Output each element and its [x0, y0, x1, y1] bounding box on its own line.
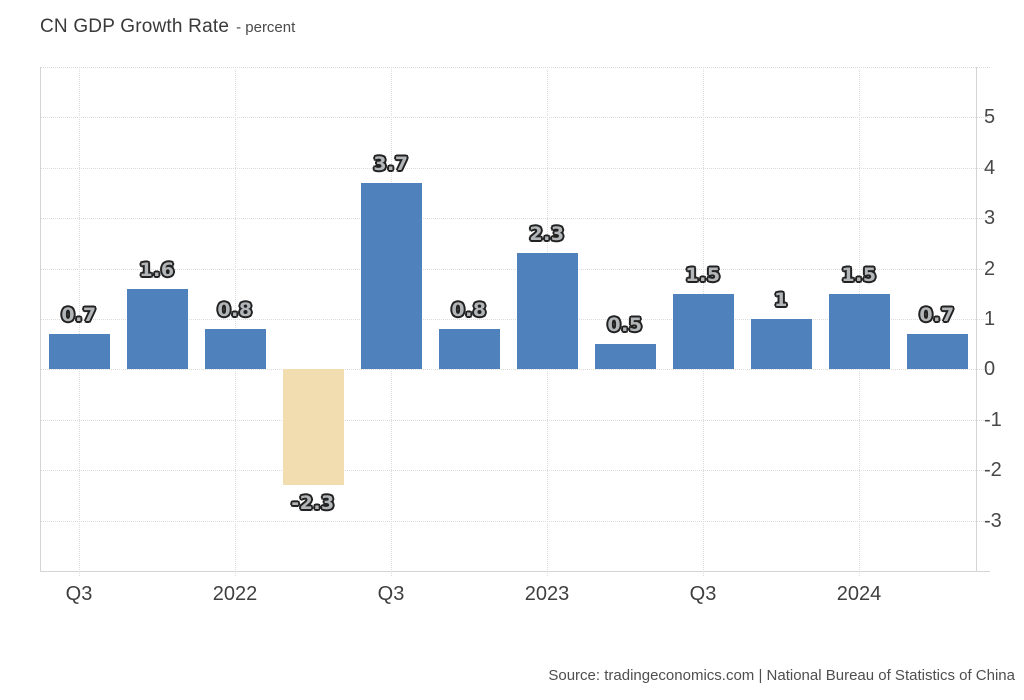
bar-value-label: 1.5: [685, 263, 721, 286]
y-axis-label: -2: [984, 459, 1002, 482]
bar[interactable]: [126, 288, 188, 370]
y-axis-left-line: [40, 67, 41, 571]
bar-value-label: 1: [774, 289, 788, 311]
chart-subtitle: - percent: [236, 19, 296, 36]
bar-value-label: 0.8: [451, 299, 487, 322]
bar-value-label: 0.7: [61, 304, 97, 327]
grid-line-v: [79, 67, 80, 576]
x-axis-label: Q3: [377, 583, 405, 605]
bar[interactable]: [48, 334, 110, 370]
grid-line-v: [235, 67, 236, 576]
x-axis-line: [40, 571, 990, 572]
grid-line-h: [40, 117, 990, 119]
source-text: Source: tradingeconomics.com | National …: [548, 667, 1015, 684]
bar-value-label: 2.3: [529, 223, 565, 246]
bar[interactable]: [750, 319, 812, 370]
grid-line-h: [40, 470, 990, 472]
bar[interactable]: [360, 182, 422, 370]
grid-line-h: [40, 520, 990, 522]
grid-line-h: [40, 268, 990, 270]
y-axis-label: 2: [984, 257, 996, 280]
bar[interactable]: [672, 293, 734, 370]
grid-line-h: [40, 67, 990, 68]
bar[interactable]: [282, 369, 344, 486]
chart-header: CN GDP Growth Rate - percent: [40, 16, 295, 38]
y-axis-label: -3: [984, 509, 1002, 532]
x-axis-label: Q3: [689, 583, 717, 605]
bar[interactable]: [594, 344, 656, 370]
chart-title: CN GDP Growth Rate: [40, 16, 230, 37]
bar[interactable]: [516, 253, 578, 370]
plot-area: 0.7 1.6 0.8 -2.3 3.7 0.8 2.3 0.5 1.5 1 1.5 0.7 Q3 202…: [40, 67, 1002, 605]
x-axis-label: Q3: [65, 583, 93, 605]
bar[interactable]: [204, 329, 266, 370]
grid-line-h: [40, 419, 990, 421]
bar-value-label: 0.8: [217, 299, 253, 322]
y-axis-right-line: [976, 67, 977, 571]
grid-line-h: [40, 319, 990, 320]
grid-line-h: [40, 369, 990, 371]
y-axis-label: 4: [984, 156, 996, 179]
y-axis-label: 3: [984, 207, 996, 230]
bar-value-label: 0.7: [919, 304, 955, 327]
y-axis-label: 5: [984, 106, 996, 129]
y-axis-label: 1: [984, 308, 996, 330]
bar-value-label: -2.3: [291, 492, 335, 515]
x-axis-label: 2022: [212, 583, 258, 605]
y-axis-label: 0: [984, 358, 996, 381]
x-axis-label: 2024: [836, 583, 882, 605]
bar[interactable]: [906, 334, 968, 370]
y-axis-label: -1: [984, 408, 1002, 431]
bar-value-label: 0.5: [607, 314, 643, 337]
x-axis-label: 2023: [524, 583, 570, 605]
bar-value-label: 3.7: [373, 152, 409, 175]
bar-value-label: 1.6: [139, 258, 175, 281]
grid-line-h: [40, 167, 990, 169]
bar[interactable]: [438, 329, 500, 370]
grid-line-h: [40, 218, 990, 220]
bar[interactable]: [828, 293, 890, 370]
bar-value-label: 1.5: [841, 263, 877, 286]
